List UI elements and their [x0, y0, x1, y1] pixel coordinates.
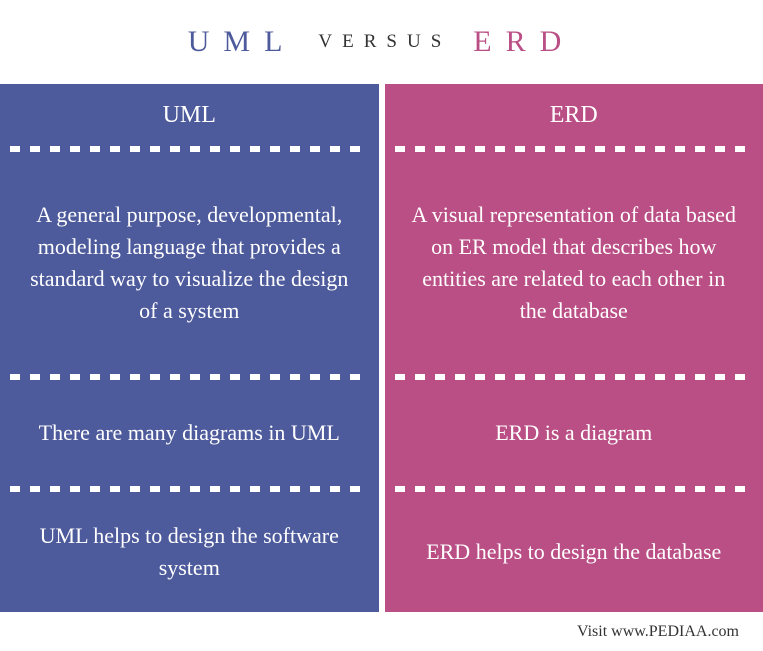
footer-text: Visit www.PEDIAA.com [577, 623, 739, 641]
comparison-header: UML VERSUS ERD [0, 0, 763, 84]
column-left: UML A general purpose, developmental, mo… [0, 84, 382, 612]
right-middle: ERD is a diagram [385, 380, 763, 486]
column-right: ERD A visual representation of data base… [382, 84, 763, 612]
header-left-word: UML [188, 25, 297, 59]
right-title: ERD [385, 84, 763, 146]
right-last: ERD helps to design the database [385, 492, 763, 612]
comparison-columns: UML A general purpose, developmental, mo… [0, 84, 763, 612]
left-middle: There are many diagrams in UML [0, 380, 379, 486]
left-definition: A general purpose, developmental, modeli… [0, 152, 379, 373]
header-versus-word: VERSUS [318, 31, 451, 53]
right-definition: A visual representation of data based on… [385, 152, 763, 373]
left-title: UML [0, 84, 379, 146]
left-last: UML helps to design the software system [0, 492, 379, 612]
footer: Visit www.PEDIAA.com [0, 612, 763, 651]
header-right-word: ERD [473, 25, 575, 59]
